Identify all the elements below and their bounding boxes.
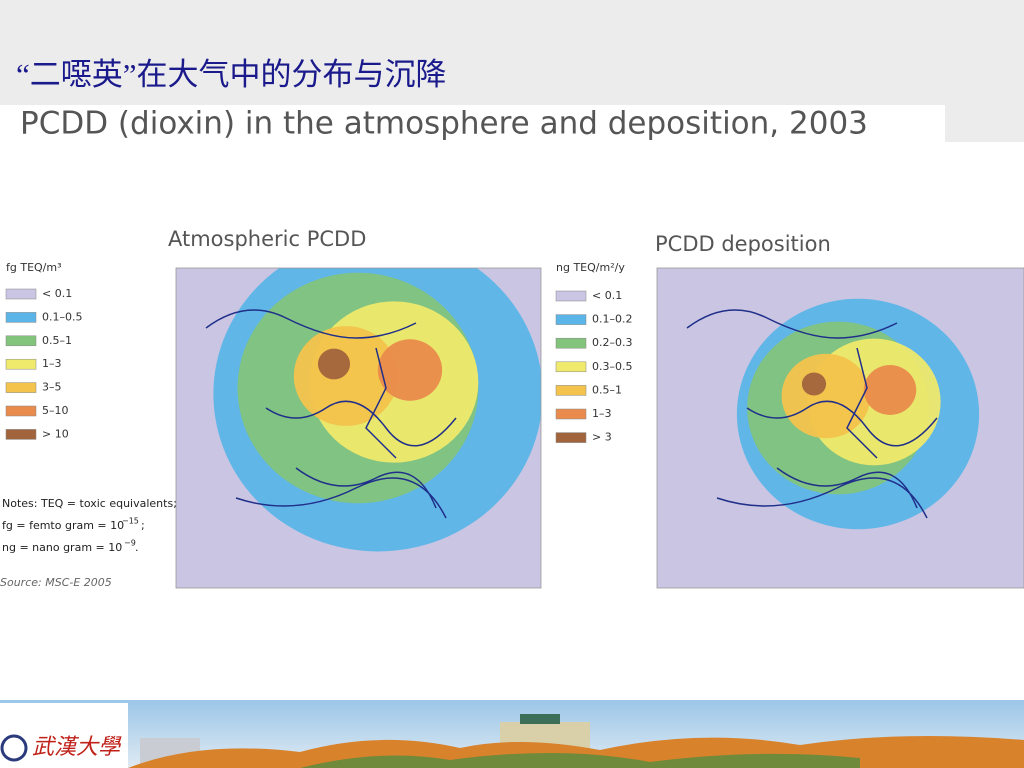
- legend-swatch: [555, 314, 587, 325]
- note-exponent: −15: [122, 517, 139, 526]
- note: fg = femto gram = 10: [2, 519, 124, 532]
- slide-title: “二噁英”在大气中的分布与沉降: [16, 57, 447, 92]
- legend-unit: ng TEQ/m²/y: [556, 261, 625, 274]
- map-region: [801, 372, 827, 396]
- legend-label: 1–3: [592, 407, 612, 420]
- legend-swatch: [555, 408, 587, 420]
- map-title: Atmospheric PCDD: [168, 227, 366, 251]
- header-band: [0, 0, 1024, 105]
- map-region: [317, 348, 351, 380]
- legend-label: 0.5–1: [592, 383, 622, 396]
- legend-label: < 0.1: [592, 289, 622, 302]
- note: .: [135, 541, 139, 554]
- map-frame: [175, 267, 542, 589]
- logo-emblem: [0, 734, 28, 762]
- logo-text: 武漢大學: [32, 734, 122, 759]
- map-frame: [656, 267, 1024, 589]
- legend-label: < 0.1: [42, 287, 72, 300]
- legend-swatch: [555, 361, 587, 373]
- header-band: [945, 105, 1024, 142]
- legend-label: 0.3–0.5: [592, 360, 633, 373]
- note: ng = nano gram = 10: [2, 541, 122, 554]
- legend-label: > 3: [592, 431, 612, 444]
- legend-label: 3–5: [42, 381, 62, 394]
- legend-swatch: [5, 358, 37, 370]
- legend-swatch: [5, 288, 37, 300]
- map-region: [377, 339, 443, 401]
- source: Source: MSC-E 2005: [0, 576, 112, 589]
- legend-label: 5–10: [42, 404, 69, 417]
- map-region: [863, 365, 917, 415]
- note-exponent: −9: [124, 539, 136, 548]
- legend-swatch: [555, 385, 587, 396]
- map-panel: [175, 267, 542, 589]
- map-region: [293, 326, 399, 426]
- legend-label: 0.1–0.5: [42, 310, 83, 323]
- legend-swatch: [555, 432, 587, 443]
- map-region: [781, 353, 871, 439]
- legend-unit: fg TEQ/m³: [6, 261, 62, 274]
- legend-swatch: [5, 429, 37, 440]
- legend-swatch: [5, 312, 37, 323]
- legend-swatch: [5, 382, 37, 393]
- legend-swatch: [555, 337, 587, 349]
- legend-label: 0.5–1: [42, 334, 72, 347]
- footer-photo: [0, 700, 1024, 768]
- legend-swatch: [5, 405, 37, 417]
- map-title: PCDD deposition: [655, 232, 831, 256]
- legend-label: 0.1–0.2: [592, 313, 633, 326]
- note: ;: [141, 519, 145, 532]
- slide-subtitle: PCDD (dioxin) in the atmosphere and depo…: [20, 106, 868, 142]
- legend-label: 0.2–0.3: [592, 336, 633, 349]
- map-panel: [656, 267, 1024, 589]
- legend-label: 1–3: [42, 357, 62, 370]
- map-borders: [205, 309, 457, 519]
- map-body: [176, 268, 541, 588]
- legend-label: > 10: [42, 427, 69, 440]
- legend-swatch: [555, 290, 587, 302]
- map-borders: [686, 309, 938, 519]
- legend-swatch: [5, 335, 37, 347]
- map-body: [657, 268, 1024, 588]
- note: Notes: TEQ = toxic equivalents;: [2, 497, 177, 510]
